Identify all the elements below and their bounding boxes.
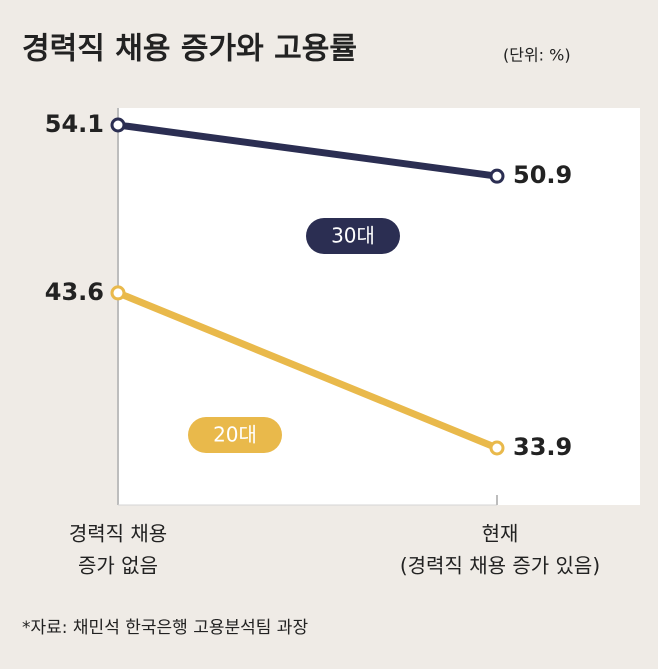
legend-label: 30대 [331, 224, 375, 248]
series-line [114, 121, 501, 180]
legend-pill [188, 417, 282, 453]
point [110, 285, 126, 301]
legend-pill [306, 218, 400, 254]
data-label: 43.6 [45, 278, 104, 306]
point [489, 168, 505, 184]
x-tick-label: 증가 없음 [78, 554, 158, 578]
chart-subtitle: (단위: %) [503, 46, 571, 65]
source: *자료: 채민석 한국은행 고용분석팀 과장 [22, 618, 308, 638]
data-label: 50.9 [513, 161, 572, 189]
x-tick-label: 현재 [482, 522, 519, 546]
legend-label: 20대 [213, 423, 257, 447]
data-label: 33.9 [513, 433, 572, 461]
chart-title: 경력직 채용 증가와 고용률 [22, 32, 357, 67]
series-line [114, 289, 501, 452]
x-tick-label: (경력직 채용 증가 있음) [400, 554, 600, 578]
data-label: 54.1 [45, 110, 104, 138]
x-tick-label: 경력직 채용 [69, 522, 167, 546]
point [489, 440, 505, 456]
point [110, 117, 126, 133]
